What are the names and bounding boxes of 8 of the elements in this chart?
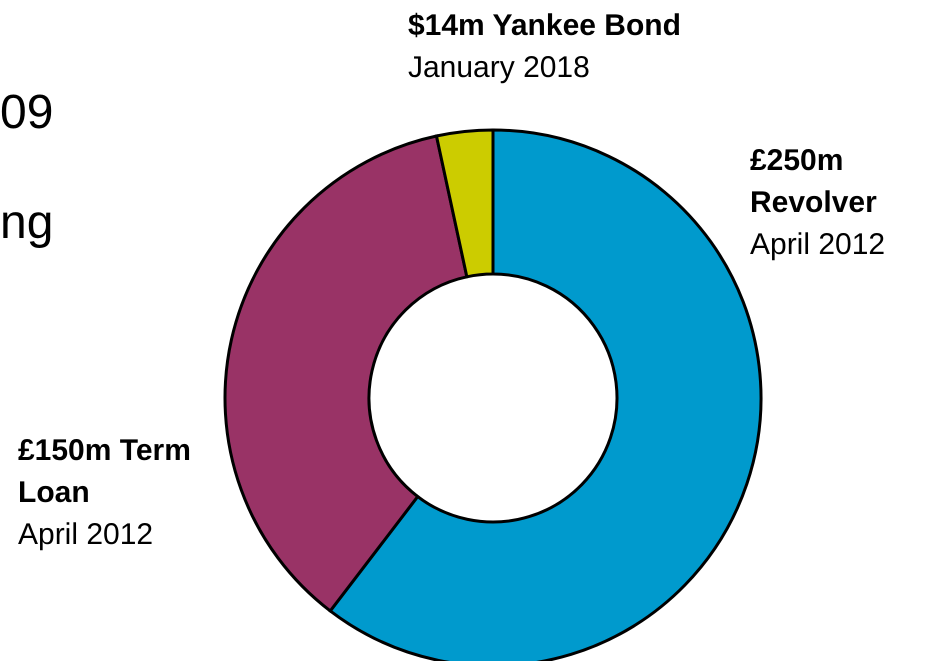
text: April 2012 (18, 518, 154, 551)
text: April 2012 (750, 228, 886, 261)
text: 09 (0, 85, 54, 140)
slice-label: £250m Revolver (750, 143, 878, 221)
slice-label: £150m Term Loan (18, 433, 192, 511)
text: January 2018 (408, 51, 590, 84)
slice-label: $14m Yankee Bond (408, 8, 682, 44)
text: ng (0, 195, 54, 250)
